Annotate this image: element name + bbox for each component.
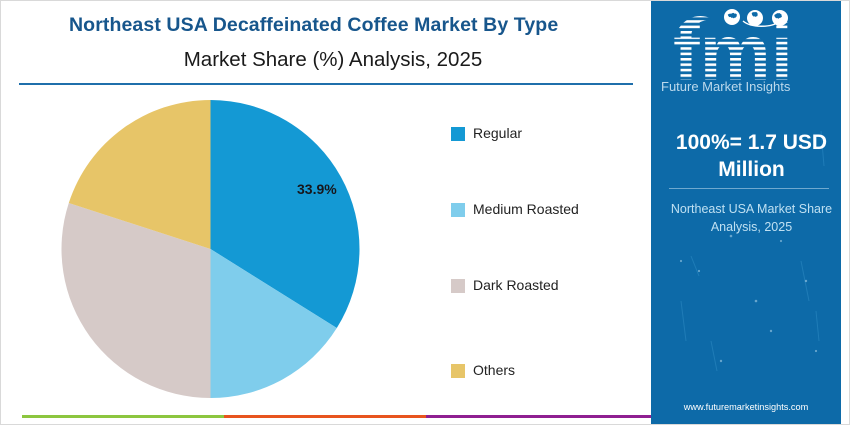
svg-text:33.9%: 33.9% bbox=[297, 181, 337, 197]
svg-text:Future Market Insights: Future Market Insights bbox=[661, 79, 791, 94]
